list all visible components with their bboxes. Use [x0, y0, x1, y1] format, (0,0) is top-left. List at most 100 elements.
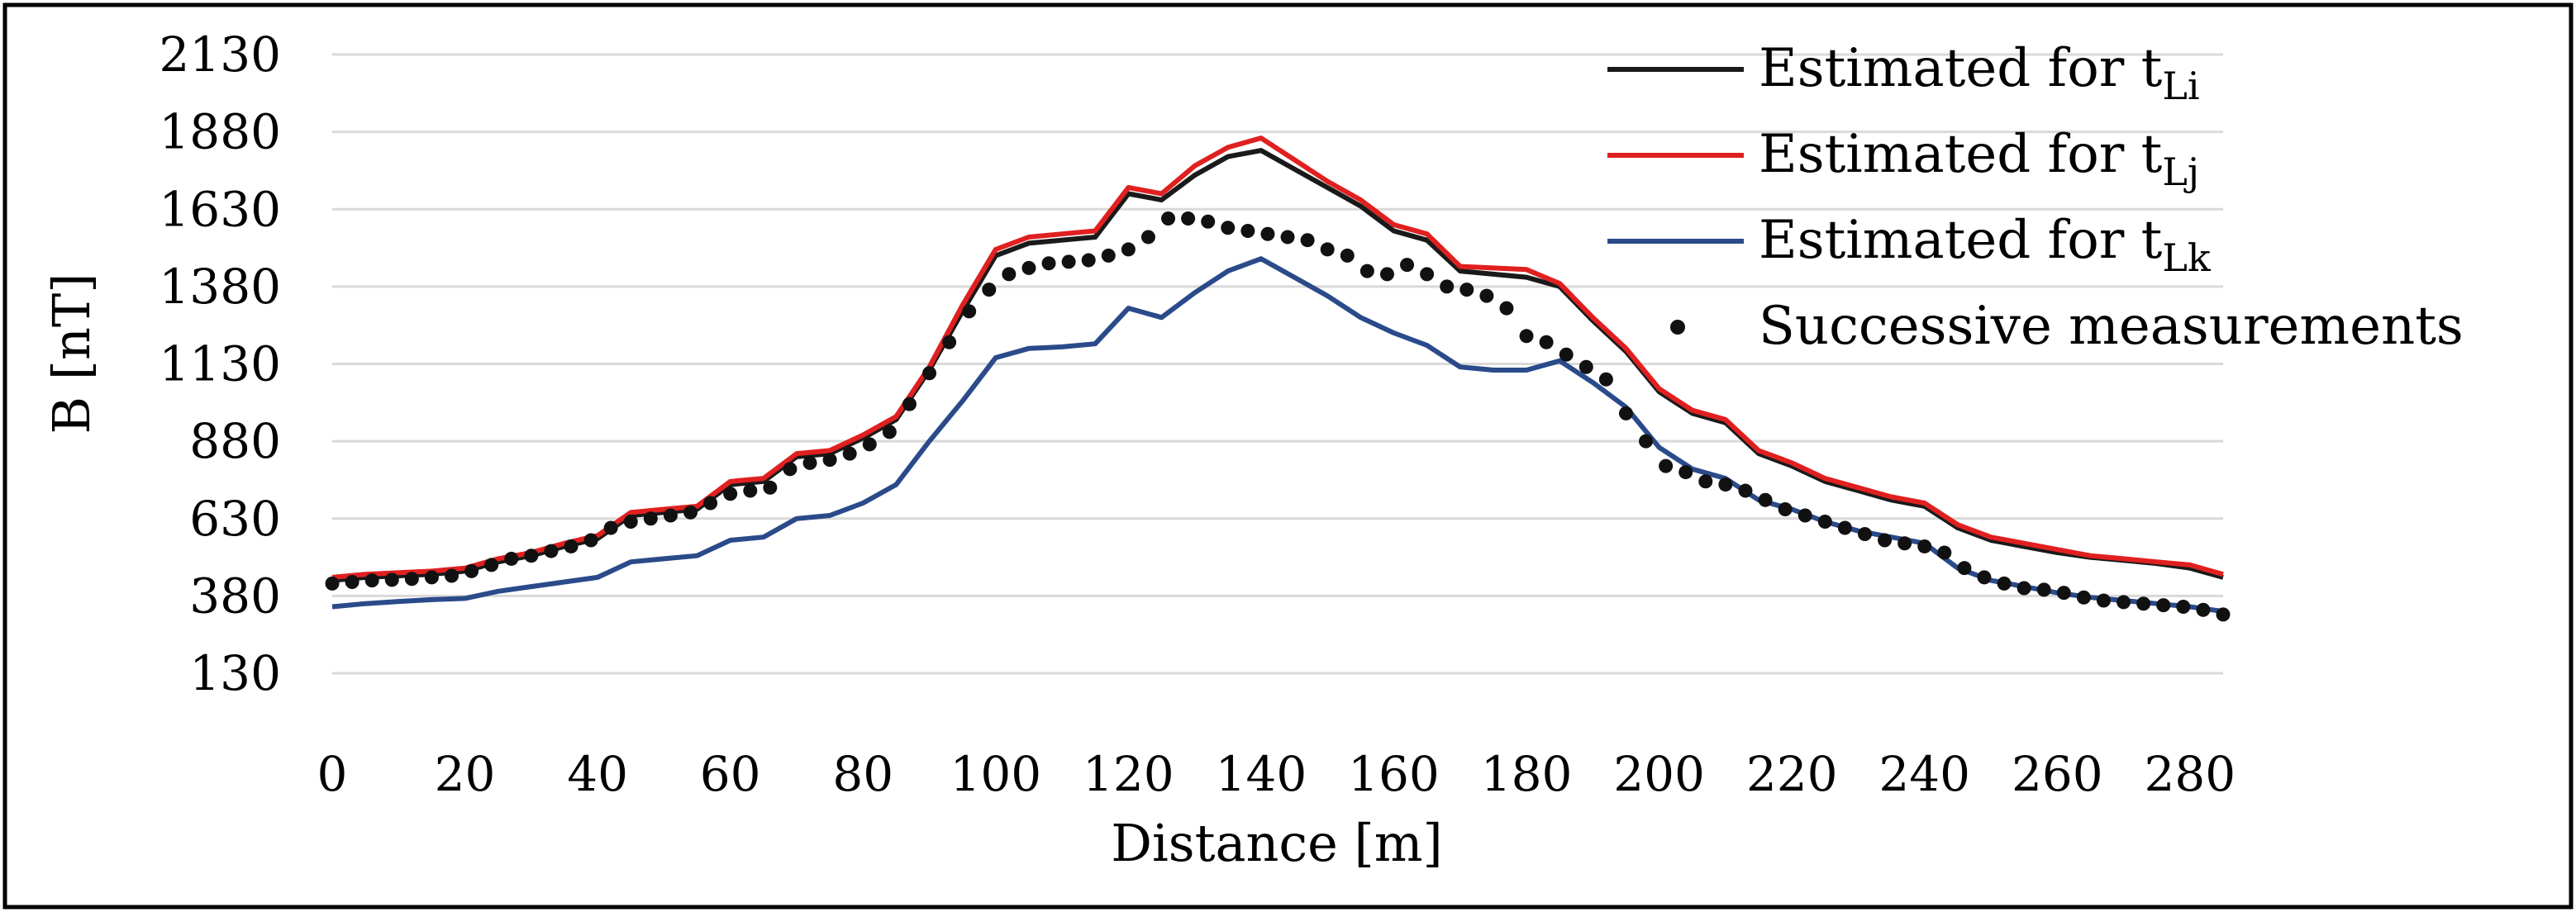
data-point — [1400, 258, 1415, 273]
series-1 — [331, 135, 2224, 580]
data-point — [2176, 599, 2191, 614]
data-point — [2076, 590, 2091, 605]
data-point — [1937, 545, 1952, 560]
data-point — [1897, 536, 1912, 551]
data-point — [982, 283, 997, 297]
data-point — [1758, 492, 1773, 507]
y-tick-label: 630 — [189, 491, 281, 547]
data-point — [1519, 329, 1534, 344]
legend-item-0: Estimated for tLi — [1607, 38, 2200, 108]
x-tick-label: 220 — [1746, 746, 1838, 802]
data-point — [763, 480, 778, 495]
data-point — [822, 453, 837, 468]
data-point — [583, 533, 598, 548]
x-tick-label: 60 — [700, 746, 761, 802]
legend-name: Estimated for t — [1759, 38, 2163, 99]
data-point — [1578, 359, 1593, 374]
data-point — [1857, 526, 1872, 541]
x-tick-label: 240 — [1878, 746, 1970, 802]
data-point — [464, 563, 479, 578]
data-point — [1539, 335, 1554, 349]
data-point — [1161, 211, 1176, 226]
data-point — [1639, 434, 1654, 449]
y-tick-label: 2130 — [159, 26, 281, 83]
data-point — [1917, 539, 1932, 553]
x-tick-label: 180 — [1481, 746, 1573, 802]
data-point — [1260, 226, 1275, 241]
data-point — [802, 455, 817, 470]
series-layer — [325, 135, 2231, 622]
data-point — [564, 539, 579, 553]
data-point — [1002, 267, 1017, 282]
legend-label: Estimated for tLi — [1759, 38, 2200, 108]
x-tick-label: 80 — [832, 746, 893, 802]
data-point — [2156, 598, 2171, 613]
legend-item-3: Successive measurements — [1670, 296, 2464, 357]
x-axis-title: Distance [m] — [1111, 813, 1442, 873]
data-point — [1479, 288, 1494, 303]
data-point — [962, 304, 977, 319]
data-point — [1240, 223, 1255, 238]
data-point — [1977, 570, 1992, 585]
x-tick-label: 260 — [2012, 746, 2103, 802]
legend-name: Estimated for t — [1759, 210, 2163, 271]
legend-subscript: Lk — [2162, 235, 2212, 280]
data-point — [902, 397, 917, 411]
data-point — [345, 575, 359, 590]
data-point — [1379, 267, 1394, 282]
data-point — [1181, 211, 1196, 226]
data-point — [1997, 576, 2012, 591]
data-point — [942, 335, 957, 349]
data-point — [445, 568, 459, 583]
data-point — [1280, 230, 1295, 245]
data-point — [2096, 593, 2111, 608]
data-point — [544, 544, 559, 558]
series-line — [331, 135, 2224, 580]
data-point — [1718, 477, 1733, 492]
data-point — [1440, 279, 1455, 294]
y-tick-label: 130 — [189, 645, 281, 701]
x-tick-label: 140 — [1216, 746, 1307, 802]
legend-subscript: Lj — [2162, 150, 2199, 194]
y-tick-label: 1630 — [159, 181, 281, 237]
data-point — [2136, 596, 2151, 611]
data-point — [404, 572, 419, 587]
data-point — [1201, 214, 1216, 229]
data-point — [1678, 465, 1693, 480]
series-3 — [325, 211, 2231, 622]
data-point — [1320, 242, 1335, 257]
legend-item-2: Estimated for tLk — [1607, 210, 2212, 280]
data-point — [1618, 406, 1633, 420]
data-point — [1797, 508, 1812, 523]
data-point — [1738, 483, 1753, 498]
data-point — [504, 551, 519, 566]
data-point — [1121, 242, 1136, 257]
data-point — [743, 483, 758, 498]
y-tick-label: 380 — [189, 568, 281, 624]
data-point — [1300, 233, 1315, 248]
data-point — [2117, 595, 2131, 610]
legend-name: Estimated for t — [1759, 124, 2163, 185]
x-tick-label: 0 — [317, 746, 348, 802]
data-point — [1359, 264, 1374, 278]
data-point — [1559, 347, 1574, 362]
data-point — [1778, 502, 1793, 517]
data-point — [1061, 254, 1076, 269]
data-point — [1101, 248, 1116, 263]
data-point — [384, 572, 399, 587]
x-tick-label: 280 — [2145, 746, 2236, 802]
data-point — [1957, 561, 1972, 576]
data-point — [1459, 283, 1474, 297]
data-point — [1081, 253, 1096, 268]
legend-marker — [1670, 320, 1685, 335]
data-point — [2036, 582, 2051, 597]
data-point — [1420, 267, 1435, 282]
data-point — [683, 505, 698, 520]
data-point — [783, 462, 798, 477]
data-point — [364, 573, 379, 588]
data-point — [862, 437, 877, 452]
data-point — [1837, 520, 1852, 535]
legend-label: Successive measurements — [1759, 296, 2464, 357]
data-point — [2056, 586, 2071, 601]
